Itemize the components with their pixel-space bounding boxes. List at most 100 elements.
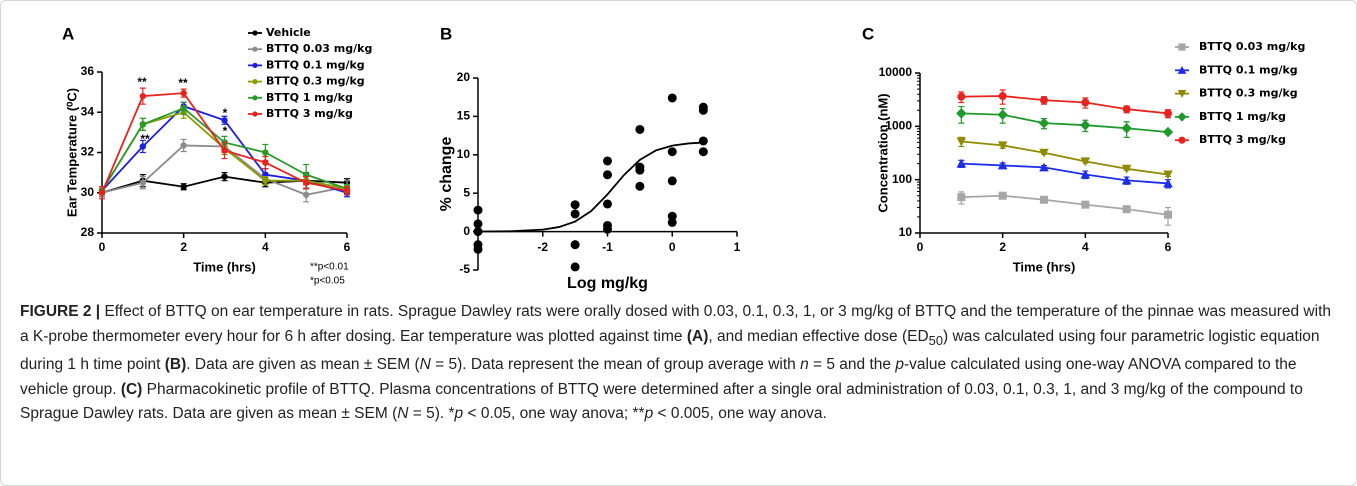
caption-ref: (B) bbox=[164, 356, 187, 374]
series-line bbox=[961, 194, 1169, 216]
marker bbox=[1040, 195, 1048, 204]
marker bbox=[1163, 170, 1173, 180]
marker bbox=[956, 158, 967, 168]
legend-marker bbox=[252, 46, 258, 52]
marker bbox=[302, 191, 310, 198]
caption-italic: N bbox=[397, 405, 409, 423]
caption-ref: (C) bbox=[120, 380, 143, 398]
marker bbox=[180, 183, 187, 190]
caption-text: -value calculated using one-way ANOVA co… bbox=[20, 356, 1297, 398]
x-axis-label: Time (hrs) bbox=[193, 259, 256, 274]
marker bbox=[998, 92, 1007, 101]
y-tick-label: 5 bbox=[463, 185, 470, 199]
caption-italic: p bbox=[454, 405, 464, 423]
y-axis-label: % change bbox=[438, 137, 455, 212]
caption: FIGURE 2 | Effect of BTTQ on ear tempera… bbox=[20, 300, 1340, 427]
marker bbox=[221, 147, 228, 154]
legend-marker bbox=[252, 111, 258, 117]
point bbox=[635, 181, 645, 191]
caption-text: Pharmacokinetic profile of BTTQ. Plasma … bbox=[20, 380, 1303, 423]
legend-marker bbox=[1177, 65, 1187, 74]
y-tick-label: -5 bbox=[459, 262, 470, 276]
marker bbox=[139, 92, 147, 100]
y-tick-label: 1000 bbox=[885, 119, 912, 133]
legend-marker bbox=[252, 79, 258, 85]
caption-italic: n bbox=[800, 356, 809, 374]
marker bbox=[1038, 117, 1050, 129]
marker bbox=[343, 187, 351, 194]
marker bbox=[956, 137, 967, 147]
x-tick-label: 2 bbox=[180, 240, 187, 254]
marker bbox=[1081, 98, 1090, 107]
y-tick-label: 36 bbox=[81, 64, 95, 78]
marker bbox=[1121, 164, 1132, 174]
series-line bbox=[961, 162, 1169, 185]
marker bbox=[262, 177, 269, 184]
marker bbox=[997, 160, 1008, 170]
y-tick-label: 15 bbox=[457, 109, 471, 123]
marker bbox=[997, 141, 1008, 151]
caption-text: = 5). * bbox=[408, 405, 455, 423]
y-tick-label: 34 bbox=[81, 104, 95, 118]
x-tick-label: 0 bbox=[99, 240, 106, 254]
marker bbox=[1122, 105, 1131, 114]
point bbox=[473, 205, 483, 215]
y-axis-label: Ear Temperature (⁰C) bbox=[64, 88, 79, 217]
marker bbox=[1080, 120, 1091, 131]
point bbox=[473, 227, 483, 237]
marker bbox=[139, 143, 147, 150]
legend-label: BTTQ 3 mg/kg bbox=[1199, 133, 1286, 146]
x-tick-label: 2 bbox=[999, 240, 1006, 254]
legend-marker bbox=[1178, 136, 1186, 144]
legend-label: BTTQ 0.1 mg/kg bbox=[266, 58, 365, 71]
legend-label: BTTQ 0.03 mg/kg bbox=[266, 42, 372, 55]
series-line bbox=[961, 140, 1169, 176]
point bbox=[570, 240, 580, 250]
marker bbox=[1080, 169, 1091, 179]
y-axis-label: Concentration (nM) bbox=[875, 93, 890, 212]
x-tick-label: 1 bbox=[734, 240, 741, 254]
point bbox=[635, 165, 645, 175]
point bbox=[603, 170, 612, 180]
marker bbox=[221, 173, 228, 180]
caption-text: = 5 and the bbox=[808, 356, 896, 374]
y-tick-label: 10000 bbox=[879, 65, 913, 79]
legend-label: BTTQ 0.1 mg/kg bbox=[1199, 63, 1298, 76]
series-line bbox=[961, 95, 1169, 115]
marker bbox=[997, 109, 1008, 120]
y-tick-label: 0 bbox=[463, 224, 470, 238]
legend-label: BTTQ 1 mg/kg bbox=[266, 91, 353, 104]
caption-text: , and median effective dose (ED bbox=[708, 327, 929, 345]
point bbox=[603, 156, 612, 166]
y-tick-label: 30 bbox=[81, 185, 95, 199]
caption-ref: (A) bbox=[686, 327, 709, 345]
legend-label: BTTQ 0.03 mg/kg bbox=[1199, 40, 1305, 53]
point bbox=[667, 217, 677, 227]
y-tick-label: 28 bbox=[81, 225, 95, 239]
caption-text: < 0.005, one way anova. bbox=[653, 405, 827, 423]
legend-label: BTTQ 0.3 mg/kg bbox=[1199, 87, 1298, 100]
y-tick-label: 100 bbox=[892, 172, 912, 186]
x-tick-label: 4 bbox=[262, 240, 269, 254]
marker bbox=[262, 149, 269, 156]
x-tick-label: 0 bbox=[917, 240, 924, 254]
annotation: * bbox=[223, 124, 228, 138]
y-tick-label: 10 bbox=[899, 225, 913, 239]
marker bbox=[1039, 148, 1049, 158]
marker bbox=[221, 117, 228, 124]
y-tick-label: 10 bbox=[457, 147, 471, 161]
marker bbox=[1121, 175, 1132, 185]
panel-label: C bbox=[862, 24, 874, 43]
point bbox=[667, 93, 677, 103]
marker bbox=[180, 105, 187, 112]
annotation: ** bbox=[178, 76, 188, 90]
marker bbox=[1122, 205, 1131, 214]
x-axis-label: Time (hrs) bbox=[1013, 259, 1076, 274]
y-tick-label: 32 bbox=[81, 145, 95, 159]
caption-text: Effect of BTTQ on ear temperature in rat… bbox=[20, 303, 1331, 345]
point bbox=[603, 199, 612, 209]
caption-text: . Data are given as mean ± SEM ( bbox=[186, 356, 420, 374]
point bbox=[570, 262, 580, 272]
marker bbox=[1080, 157, 1091, 167]
point bbox=[570, 209, 580, 219]
